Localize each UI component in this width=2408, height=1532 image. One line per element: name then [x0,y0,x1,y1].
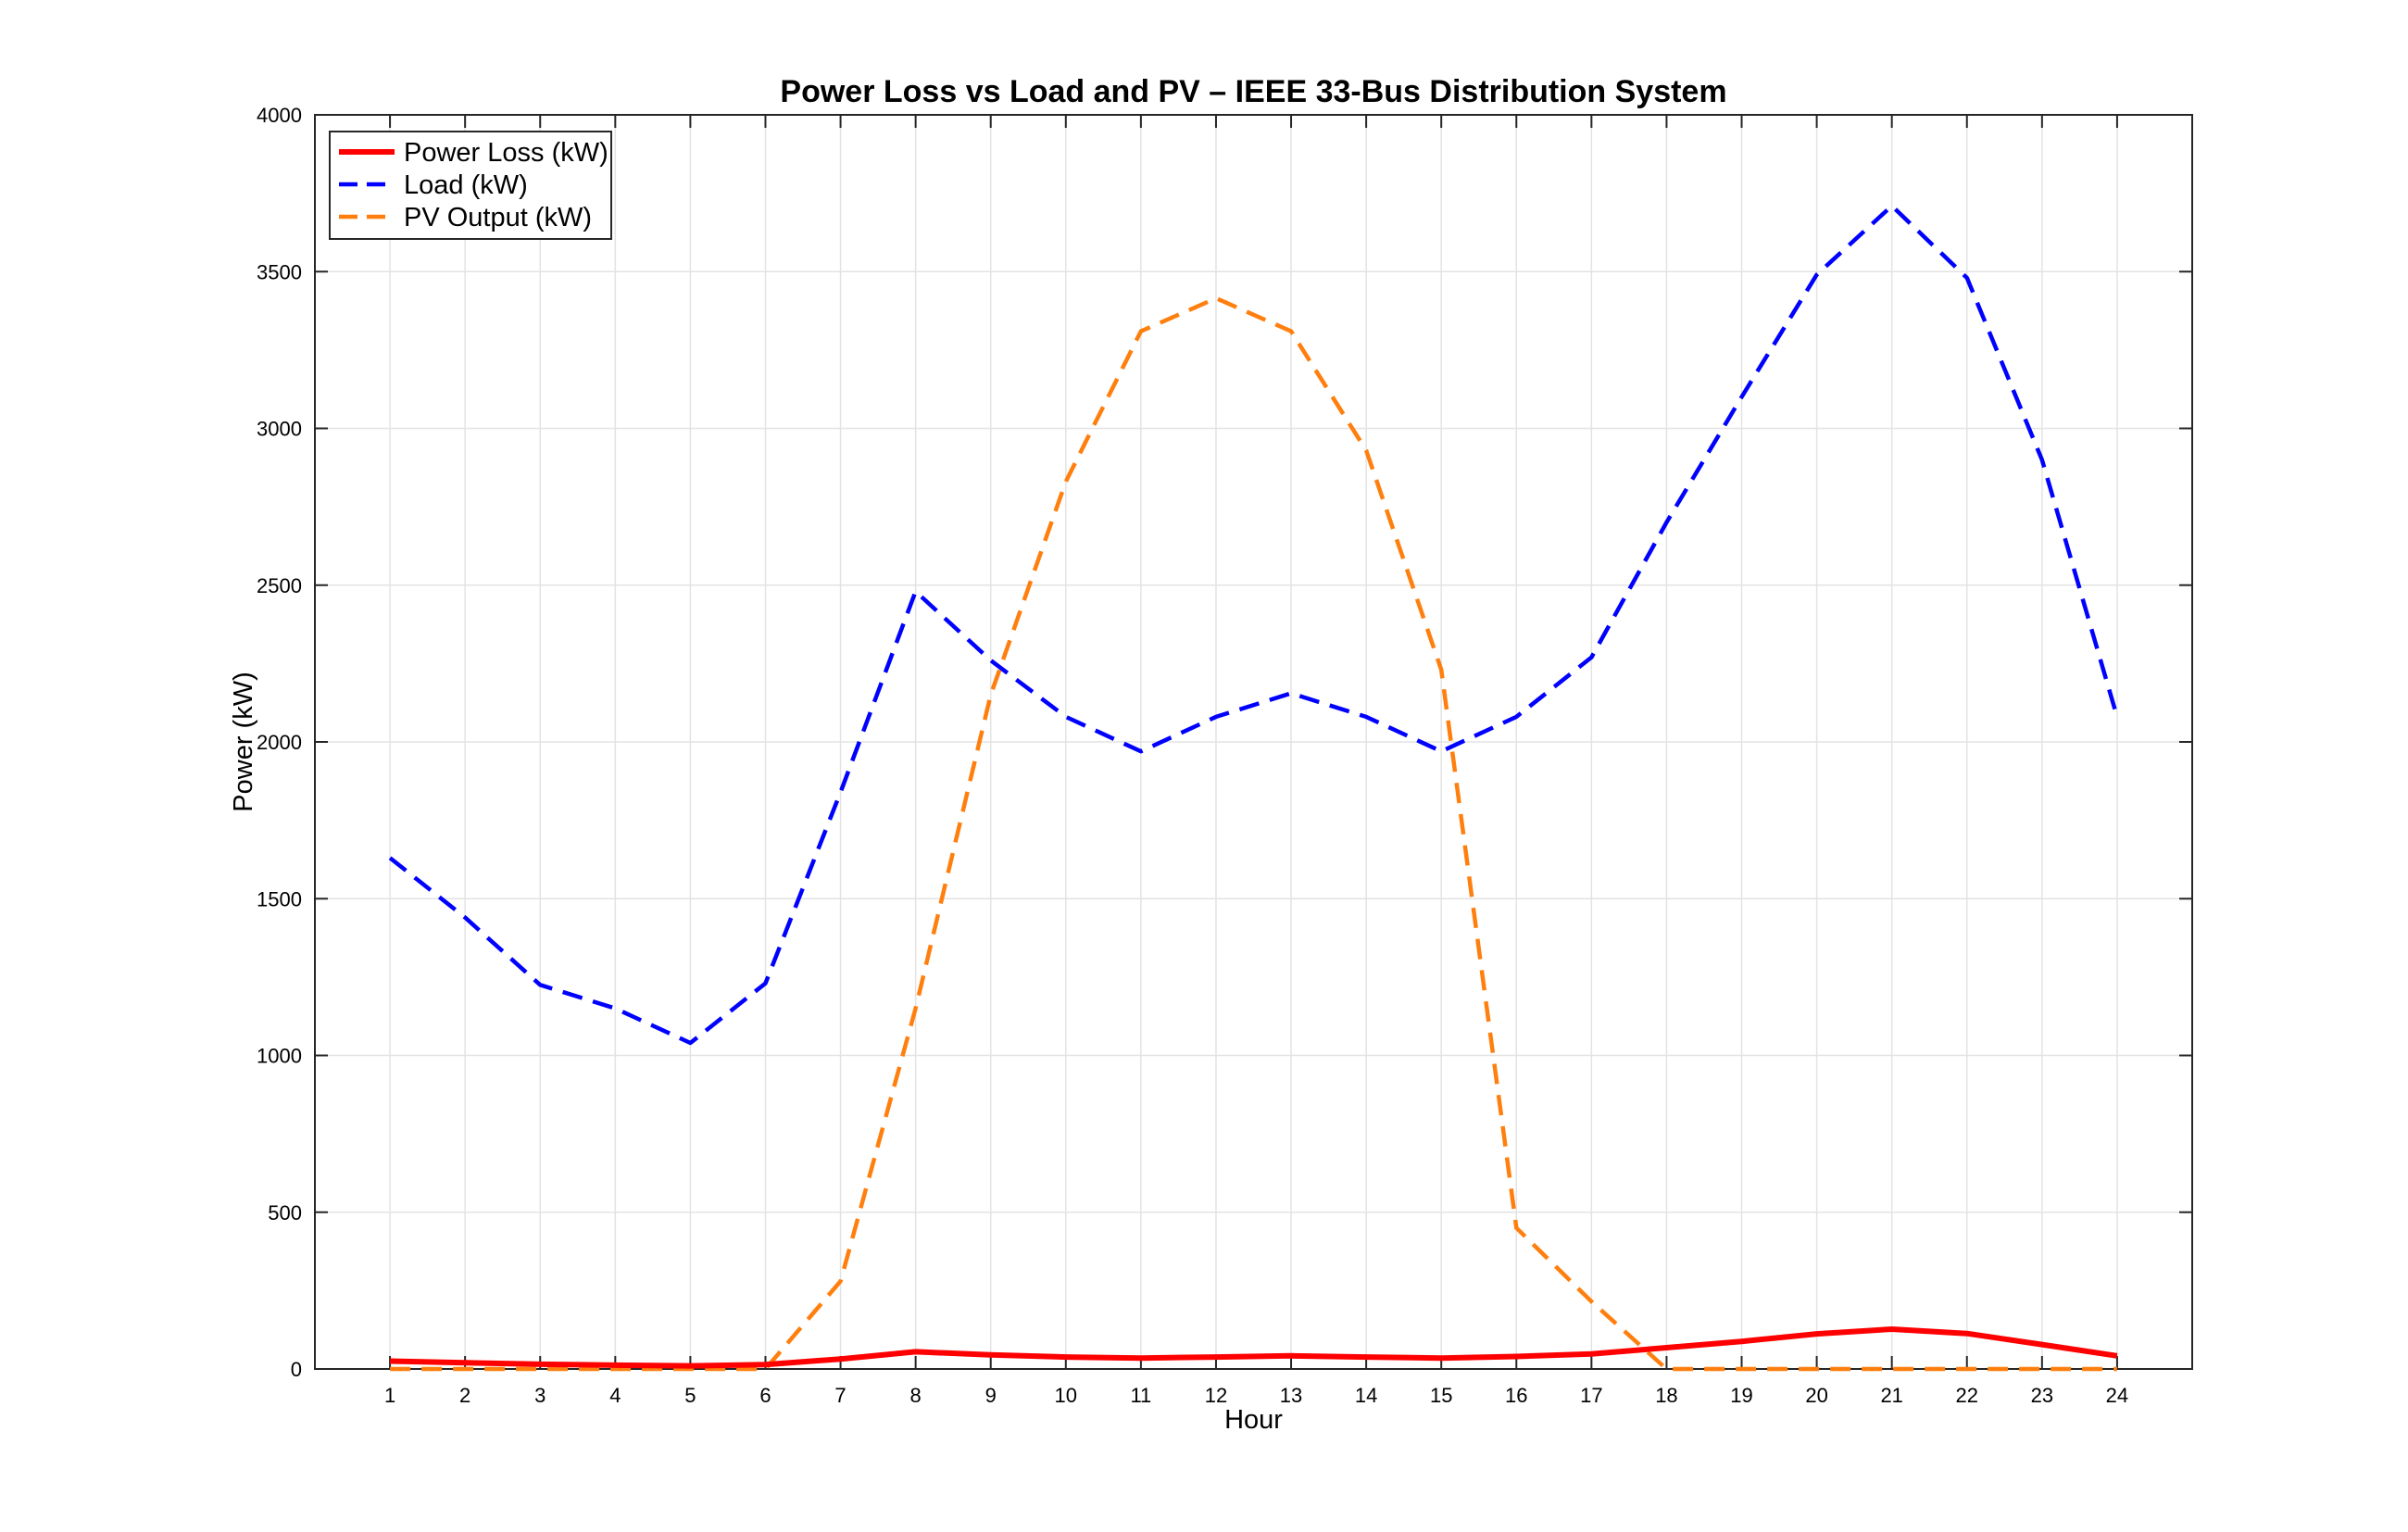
x-tick-label: 21 [1880,1384,1902,1407]
x-tick-label: 24 [2106,1384,2128,1407]
pv-output-kw-line [390,295,2117,1372]
legend-label: Load (kW) [404,170,528,200]
x-tick-label: 22 [1956,1384,1978,1407]
y-tick-label: 3000 [257,418,302,441]
x-tick-label: 10 [1055,1384,1077,1407]
y-tick-label: 4000 [257,104,302,127]
y-axis-tick-labels: 0 500 1000 1500 2000 2500 3000 3500 4000 [257,104,302,1381]
y-tick-label: 2500 [257,574,302,597]
chart-title: Power Loss vs Load and PV – IEEE 33-Bus … [780,74,1726,109]
legend-label: Power Loss (kW) [404,138,608,168]
x-axis-title: Hour [1224,1405,1283,1435]
x-tick-label: 13 [1280,1384,1302,1407]
legend: Power Loss (kW)Load (kW) PV Output (kW) [329,131,612,240]
x-tick-label: 15 [1430,1384,1452,1407]
x-tick-label: 12 [1205,1384,1227,1407]
x-tick-label: 2 [459,1384,470,1407]
x-axis-tick-labels: 1 2 3 4 5 6 7 8 9 10 11 12 13 14 15 16 17 18 19 20 21 22 23 24 [384,1384,2128,1407]
x-tick-label: 9 [985,1384,997,1407]
grid [315,114,2192,1370]
x-tick-label: 4 [609,1384,621,1407]
x-tick-label: 18 [1655,1384,1677,1407]
x-tick-label: 7 [834,1384,846,1407]
y-tick-label: 0 [291,1358,302,1381]
load-kw-line [388,203,2120,1046]
y-axis-title: Power (kW) [229,672,258,811]
y-tick-label: 3500 [257,260,302,283]
x-tick-label: 14 [1355,1384,1377,1407]
x-tick-label: 11 [1130,1384,1151,1407]
legend-label: PV Output (kW) [404,203,592,232]
x-tick-label: 3 [534,1384,546,1407]
x-tick-label: 6 [759,1384,771,1407]
x-tick-label: 20 [1805,1384,1827,1407]
x-tick-label: 16 [1505,1384,1527,1407]
x-tick-label: 19 [1730,1384,1752,1407]
y-tick-label: 500 [268,1201,302,1224]
x-tick-label: 23 [2031,1384,2053,1407]
power-loss-kw-line [390,1326,2118,1369]
y-tick-label: 1000 [257,1045,302,1068]
x-tick-label: 5 [684,1384,696,1407]
x-tick-label: 17 [1580,1384,1602,1407]
series-lines [388,203,2120,1372]
x-tick-label: 8 [910,1384,922,1407]
y-tick-label: 1500 [257,887,302,910]
y-tick-label: 2000 [257,731,302,754]
x-tick-label: 1 [384,1384,395,1407]
